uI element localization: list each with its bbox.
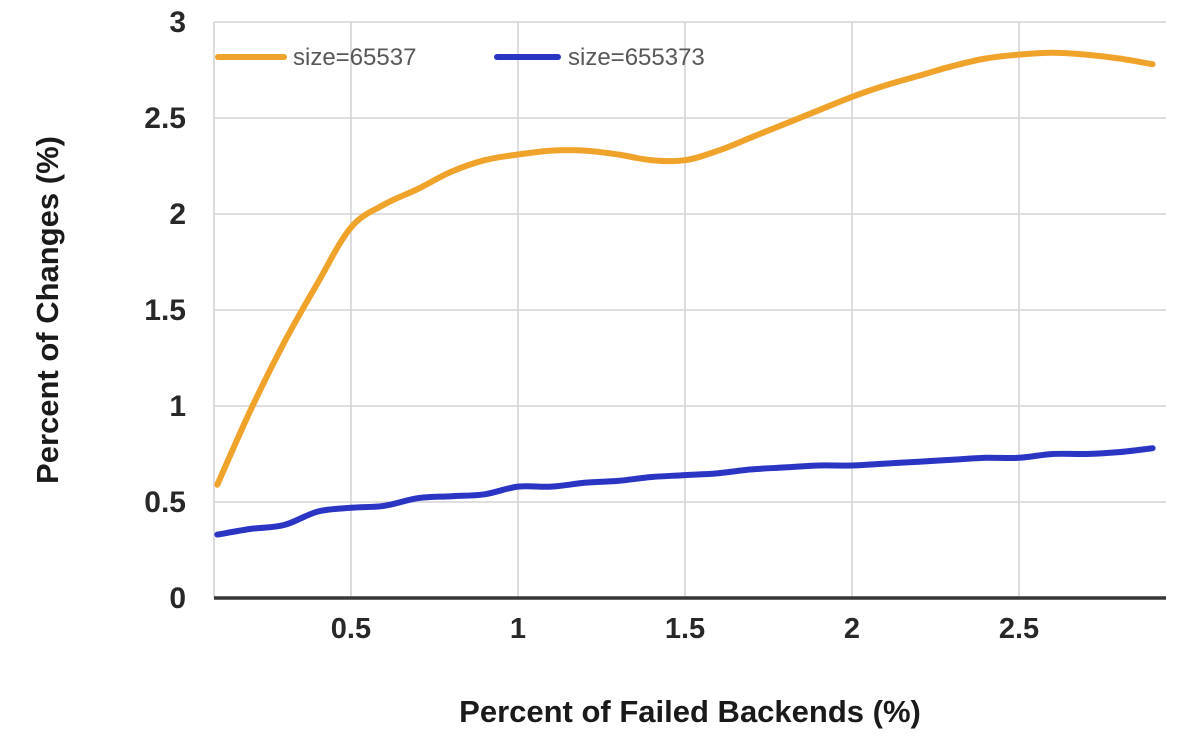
- y-tick-label-2: 2: [169, 198, 186, 231]
- y-tick-label-1: 1: [169, 390, 186, 423]
- x-tick-label-2: 2: [844, 613, 860, 645]
- y-tick-label-2.5: 2.5: [144, 102, 186, 135]
- x-tick-label-2.5: 2.5: [999, 613, 1039, 645]
- gridlines: [213, 21, 1166, 598]
- legend-label-size-65537: size=65537: [293, 44, 416, 71]
- x-tick-label-0.5: 0.5: [331, 613, 371, 645]
- y-tick-label-3: 3: [169, 6, 186, 39]
- tick-labels: 0 0.5 1 1.5 2 2.5 3 0.5 1 1.5 2 2.5: [144, 6, 1039, 645]
- legend: size=65537 size=655373: [215, 44, 705, 71]
- x-tick-label-1: 1: [510, 613, 526, 645]
- series-line-size=65537: [214, 49, 1156, 488]
- x-tick-label-1.5: 1.5: [665, 613, 705, 645]
- x-axis-title: Percent of Failed Backends (%): [459, 694, 921, 729]
- y-axis-title: Percent of Changes (%): [30, 136, 65, 484]
- y-tick-label-0.5: 0.5: [144, 486, 186, 519]
- legend-label-size-655373: size=655373: [568, 44, 705, 71]
- y-tick-label-0: 0: [169, 582, 186, 615]
- series-line-size=655373: [214, 445, 1156, 538]
- data-series: [214, 49, 1156, 538]
- y-tick-label-1.5: 1.5: [144, 294, 186, 327]
